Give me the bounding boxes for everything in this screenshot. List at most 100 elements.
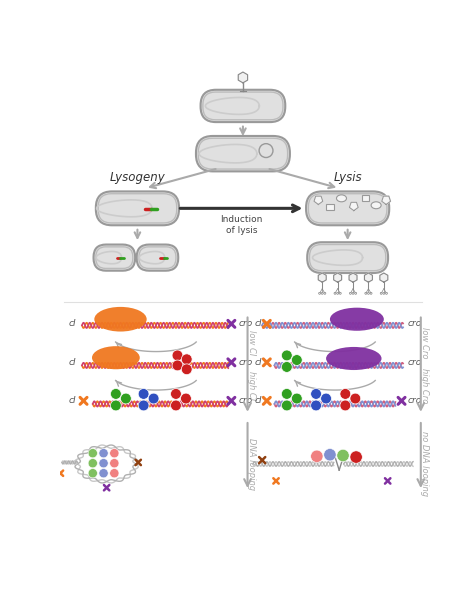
Text: no DNA looping: no DNA looping	[420, 431, 429, 497]
Text: cI: cI	[255, 320, 262, 328]
Circle shape	[365, 292, 367, 294]
Circle shape	[337, 292, 338, 294]
Text: low Cro: low Cro	[420, 327, 429, 359]
Text: cro: cro	[408, 320, 422, 328]
Polygon shape	[349, 273, 357, 282]
Circle shape	[310, 400, 321, 411]
FancyBboxPatch shape	[137, 245, 178, 271]
Circle shape	[282, 400, 292, 411]
Text: cI: cI	[69, 320, 76, 328]
Circle shape	[171, 400, 182, 411]
Circle shape	[99, 469, 108, 478]
Circle shape	[324, 448, 336, 461]
Circle shape	[310, 388, 321, 399]
Circle shape	[349, 292, 351, 294]
Circle shape	[350, 393, 361, 404]
Circle shape	[355, 292, 356, 294]
Text: cro: cro	[408, 396, 422, 405]
Circle shape	[292, 355, 302, 365]
Circle shape	[99, 459, 108, 468]
Circle shape	[282, 350, 292, 361]
FancyBboxPatch shape	[139, 247, 176, 268]
Circle shape	[310, 450, 323, 463]
Circle shape	[99, 448, 108, 458]
Circle shape	[172, 350, 183, 361]
Circle shape	[383, 292, 385, 294]
Text: cI: cI	[255, 396, 262, 405]
Polygon shape	[365, 273, 373, 282]
Text: cro: cro	[239, 320, 253, 328]
Polygon shape	[318, 273, 326, 282]
FancyBboxPatch shape	[309, 194, 387, 223]
Circle shape	[182, 354, 192, 365]
Circle shape	[88, 459, 97, 468]
Circle shape	[321, 292, 323, 294]
Circle shape	[138, 388, 149, 399]
Circle shape	[367, 292, 369, 294]
Circle shape	[109, 469, 119, 478]
Polygon shape	[349, 203, 358, 211]
Circle shape	[352, 292, 354, 294]
Circle shape	[340, 400, 351, 411]
FancyBboxPatch shape	[198, 138, 288, 169]
FancyBboxPatch shape	[196, 136, 290, 172]
FancyBboxPatch shape	[96, 247, 133, 268]
Circle shape	[109, 448, 119, 458]
Polygon shape	[382, 196, 391, 204]
Circle shape	[181, 393, 191, 404]
Circle shape	[88, 448, 97, 458]
Bar	[326, 204, 334, 210]
Circle shape	[339, 292, 341, 294]
FancyBboxPatch shape	[203, 92, 283, 120]
Circle shape	[292, 393, 302, 404]
Ellipse shape	[337, 195, 346, 202]
Ellipse shape	[371, 202, 381, 208]
Circle shape	[110, 400, 121, 411]
Text: Lysis: Lysis	[333, 172, 362, 185]
Circle shape	[385, 292, 387, 294]
Text: cro: cro	[239, 358, 253, 367]
Circle shape	[110, 388, 121, 399]
FancyBboxPatch shape	[306, 191, 389, 225]
Circle shape	[350, 451, 362, 463]
Text: Induction
of lysis: Induction of lysis	[220, 215, 263, 235]
Circle shape	[88, 469, 97, 478]
Text: high CI: high CI	[247, 371, 256, 400]
Circle shape	[380, 292, 382, 294]
Polygon shape	[314, 196, 323, 204]
Circle shape	[319, 292, 320, 294]
Circle shape	[148, 393, 159, 404]
Ellipse shape	[330, 308, 384, 331]
FancyBboxPatch shape	[96, 191, 179, 225]
Text: DNA looping: DNA looping	[247, 438, 256, 490]
Text: cro: cro	[408, 358, 422, 367]
Text: cI: cI	[69, 396, 76, 405]
Circle shape	[337, 449, 349, 462]
Text: low CI: low CI	[247, 330, 256, 356]
Text: cro: cro	[239, 396, 253, 405]
FancyBboxPatch shape	[93, 245, 135, 271]
Text: Lysogeny: Lysogeny	[109, 172, 165, 185]
Circle shape	[120, 393, 131, 404]
Circle shape	[340, 388, 351, 399]
Text: cI: cI	[69, 358, 76, 367]
Polygon shape	[380, 273, 388, 282]
Circle shape	[172, 360, 183, 371]
Circle shape	[138, 400, 149, 411]
Text: high Cro: high Cro	[420, 368, 429, 403]
Ellipse shape	[92, 346, 140, 369]
Circle shape	[321, 393, 331, 404]
FancyBboxPatch shape	[310, 245, 386, 271]
FancyBboxPatch shape	[98, 194, 177, 223]
Circle shape	[282, 388, 292, 399]
FancyBboxPatch shape	[201, 90, 285, 122]
Circle shape	[324, 292, 326, 294]
FancyBboxPatch shape	[307, 242, 388, 273]
Circle shape	[282, 362, 292, 372]
Polygon shape	[334, 273, 342, 282]
Circle shape	[171, 388, 182, 399]
Text: cI: cI	[255, 358, 262, 367]
Ellipse shape	[94, 307, 146, 331]
Bar	[362, 195, 369, 201]
Circle shape	[182, 364, 192, 375]
